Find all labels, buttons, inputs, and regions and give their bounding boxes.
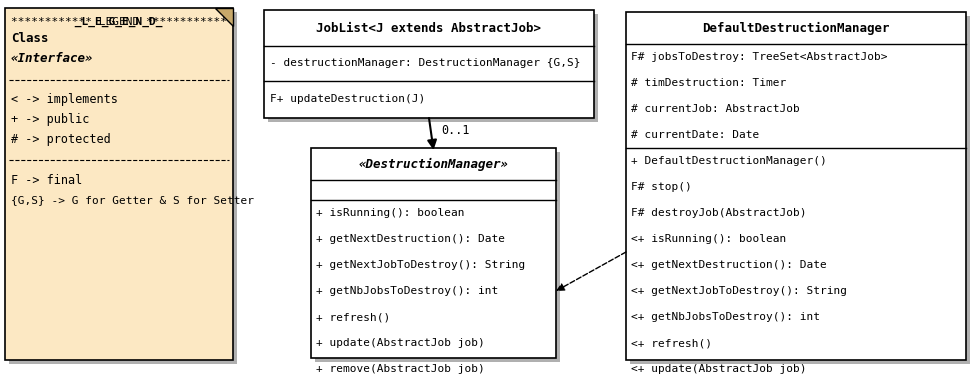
Text: + getNextJobToDestroy(): String: + getNextJobToDestroy(): String (316, 260, 526, 270)
Text: 0..1: 0..1 (442, 123, 470, 136)
Bar (315, 152, 560, 362)
Bar (5, 8, 233, 360)
Text: + getNbJobsToDestroy(): int: + getNbJobsToDestroy(): int (316, 286, 498, 296)
Bar (9, 12, 237, 364)
Text: «Interface»: «Interface» (11, 51, 94, 64)
Bar (630, 16, 970, 364)
Text: <+ getNbJobsToDestroy(): int: <+ getNbJobsToDestroy(): int (631, 312, 820, 322)
Text: «DestructionManager»: «DestructionManager» (359, 158, 509, 171)
Bar (268, 14, 598, 122)
Text: <+ isRunning(): boolean: <+ isRunning(): boolean (631, 234, 786, 244)
Text: + DefaultDestructionManager(): + DefaultDestructionManager() (631, 156, 827, 166)
Text: F# stop(): F# stop() (631, 182, 691, 192)
Text: ̲L̲E̲G̲E̲N̲D̲: ̲L̲E̲G̲E̲N̲D̲ (0, 17, 251, 27)
Text: + getNextDestruction(): Date: + getNextDestruction(): Date (316, 234, 505, 244)
Text: F+ updateDestruction(J): F+ updateDestruction(J) (270, 93, 425, 104)
Text: # timDestruction: Timer: # timDestruction: Timer (631, 78, 786, 88)
Text: # currentDate: Date: # currentDate: Date (631, 130, 760, 140)
Polygon shape (215, 8, 233, 26)
Text: <+ refresh(): <+ refresh() (631, 338, 712, 348)
Text: F# jobsToDestroy: TreeSet<AbstractJob>: F# jobsToDestroy: TreeSet<AbstractJob> (631, 52, 887, 62)
Text: - destructionManager: DestructionManager {G,S}: - destructionManager: DestructionManager… (270, 58, 580, 69)
Text: DefaultDestructionManager: DefaultDestructionManager (702, 21, 890, 34)
Text: < -> implements: < -> implements (11, 93, 118, 106)
Text: <+ getNextJobToDestroy(): String: <+ getNextJobToDestroy(): String (631, 286, 847, 296)
Text: + -> public: + -> public (11, 114, 90, 126)
Text: F# destroyJob(AbstractJob): F# destroyJob(AbstractJob) (631, 208, 806, 218)
Bar (264, 10, 594, 118)
Text: + refresh(): + refresh() (316, 312, 390, 322)
Bar (626, 12, 966, 360)
Text: F -> final: F -> final (11, 174, 82, 186)
Text: # -> protected: # -> protected (11, 134, 111, 147)
Text: + remove(AbstractJob job): + remove(AbstractJob job) (316, 364, 485, 374)
Text: Class: Class (11, 32, 49, 45)
Text: + update(AbstractJob job): + update(AbstractJob job) (316, 338, 485, 348)
Text: ************ LEGEND ************: ************ LEGEND ************ (11, 17, 227, 27)
Text: JobList<J extends AbstractJob>: JobList<J extends AbstractJob> (317, 21, 541, 34)
Text: {G,S} -> G for Getter & S for Setter: {G,S} -> G for Getter & S for Setter (11, 195, 254, 205)
Text: + isRunning(): boolean: + isRunning(): boolean (316, 208, 464, 218)
Text: <+ getNextDestruction(): Date: <+ getNextDestruction(): Date (631, 260, 827, 270)
Text: <+ update(AbstractJob job): <+ update(AbstractJob job) (631, 364, 806, 374)
Bar (311, 148, 556, 358)
Text: # currentJob: AbstractJob: # currentJob: AbstractJob (631, 104, 800, 114)
